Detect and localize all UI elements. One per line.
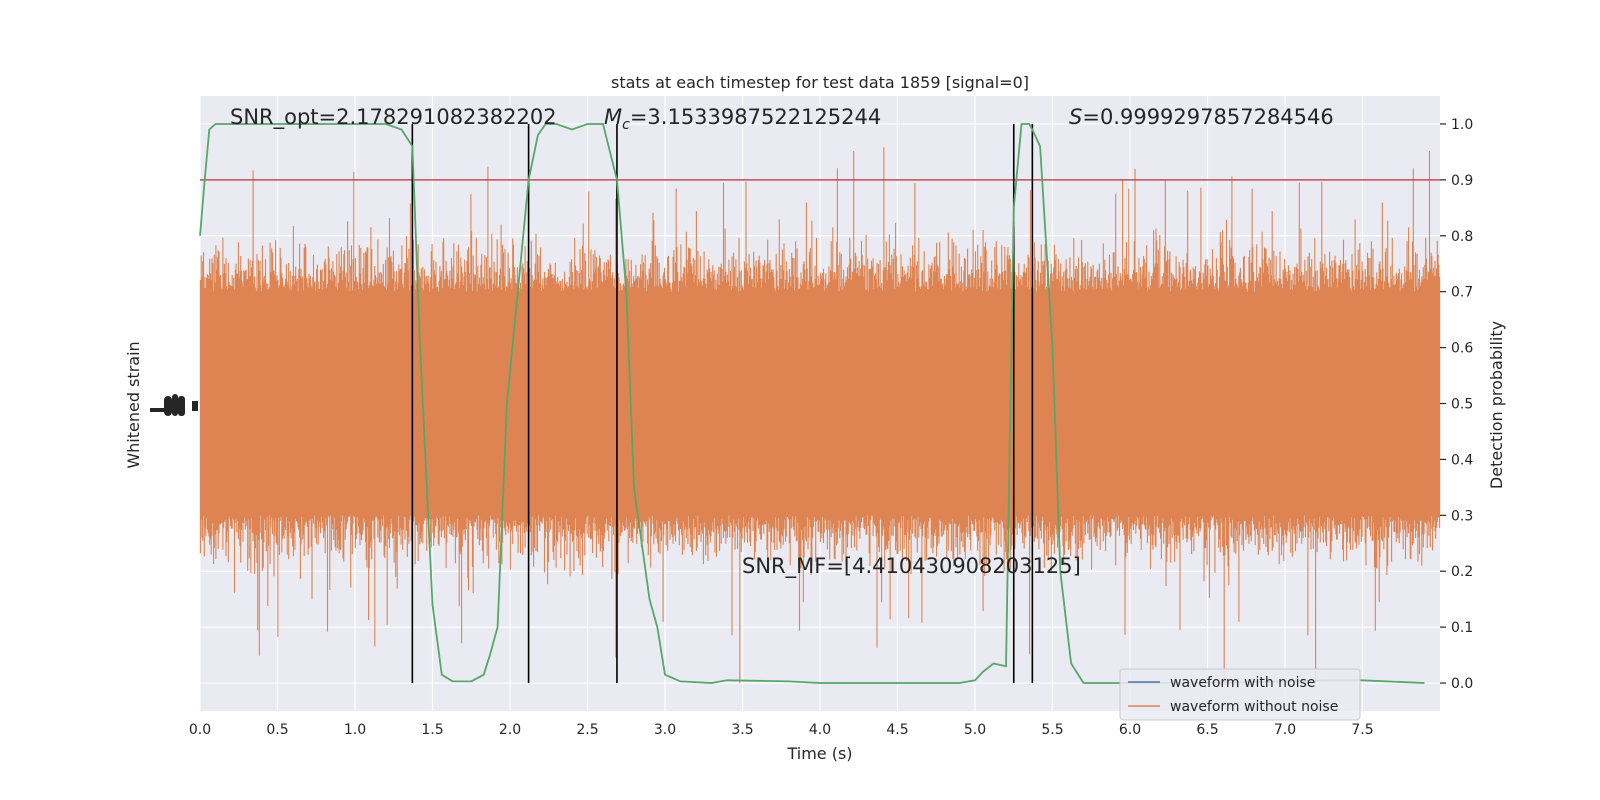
x-tick-label: 0.0 [189, 722, 211, 738]
x-tick-label: 7.5 [1351, 722, 1373, 738]
y-left-axis-label: Whitened strain [124, 341, 143, 468]
annotation-snr-mf: SNR_MF=[4.410430908203125] [742, 554, 1081, 579]
x-tick-label: 3.5 [731, 722, 753, 738]
x-axis-label: Time (s) [786, 744, 852, 763]
y-right-axis-label: Detection probability [1487, 321, 1506, 489]
annotation-snr-opt: SNR_opt=2.178291082382202 [230, 105, 557, 130]
legend-label-waveform-without-noise: waveform without noise [1170, 699, 1338, 715]
series-waveform-without-noise [199, 147, 1441, 683]
chart-title: stats at each timestep for test data 185… [611, 73, 1029, 92]
y-right-tick-label: 0.7 [1451, 285, 1473, 301]
x-tick-label: 6.5 [1196, 722, 1218, 738]
y-right-tick-label: 0.1 [1451, 620, 1473, 636]
x-tick-label: 2.0 [499, 722, 521, 738]
left-axis-artifact [150, 394, 198, 416]
y-right-tick-label: 0.5 [1451, 397, 1473, 413]
x-tick-label: 2.5 [576, 722, 598, 738]
x-tick-label: 5.0 [964, 722, 986, 738]
x-tick-label: 3.0 [654, 722, 676, 738]
x-tick-label: 1.0 [344, 722, 366, 738]
annotation-chirp-mass-subscript: c [622, 117, 630, 133]
legend: waveform with noise waveform without noi… [1119, 668, 1361, 721]
x-axis-ticks: 0.0 0.5 1.0 1.5 2.0 2.5 3.0 3.5 4.0 4.5 5.0 5.5 6.0 6… [189, 722, 1374, 738]
y-right-axis-ticks: 0.0 0.1 0.2 0.3 0.4 0.5 0.6 0.7 0.8 0.9 1.0 [1440, 117, 1473, 692]
annotation-s-symbol: S [1069, 105, 1082, 129]
x-tick-label: 7.0 [1274, 722, 1296, 738]
x-tick-label: 4.0 [809, 722, 831, 738]
legend-box [1119, 668, 1361, 721]
annotation-s: S=0.9999297857284546 [1069, 105, 1334, 129]
x-tick-label: 5.5 [1041, 722, 1063, 738]
y-right-tick-label: 0.2 [1451, 564, 1473, 580]
annotation-chirp-mass-value: =3.1533987522125244 [630, 105, 881, 129]
y-right-tick-label: 0.6 [1451, 341, 1473, 357]
annotation-chirp-mass: Mc=3.1533987522125244 [604, 105, 881, 133]
x-tick-label: 6.0 [1119, 722, 1141, 738]
y-right-tick-label: 0.3 [1451, 508, 1473, 524]
legend-label-waveform-with-noise: waveform with noise [1170, 675, 1315, 691]
y-right-tick-label: 0.0 [1451, 676, 1473, 692]
x-tick-label: 0.5 [266, 722, 288, 738]
annotation-chirp-mass-symbol: M [604, 105, 622, 129]
annotation-s-value: =0.9999297857284546 [1082, 105, 1333, 129]
noise-spikes [199, 147, 1441, 683]
y-right-tick-label: 0.9 [1451, 173, 1473, 189]
y-right-tick-label: 1.0 [1451, 117, 1473, 133]
x-tick-label: 1.5 [421, 722, 443, 738]
y-right-tick-label: 0.8 [1451, 229, 1473, 245]
detection-probability-line [199, 123, 1425, 684]
y-right-tick-label: 0.4 [1451, 452, 1473, 468]
x-tick-label: 4.5 [886, 722, 908, 738]
series-detection-probability [199, 123, 1425, 684]
